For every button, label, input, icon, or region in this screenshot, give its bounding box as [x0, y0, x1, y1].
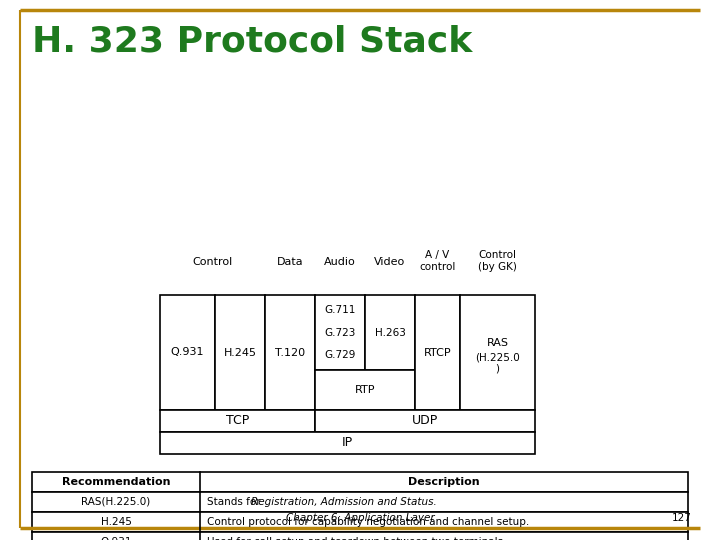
- Text: ): ): [495, 363, 500, 374]
- Text: TCP: TCP: [226, 415, 249, 428]
- Bar: [32, 472, 688, 492]
- Text: T.120: T.120: [275, 348, 305, 357]
- Text: Q.931: Q.931: [171, 348, 204, 357]
- Text: RAS(H.225.0): RAS(H.225.0): [81, 497, 150, 507]
- Text: Registration, Admission and Status.: Registration, Admission and Status.: [251, 497, 437, 507]
- Bar: [365, 295, 415, 370]
- Text: Used for call setup and teardown between two terminals.: Used for call setup and teardown between…: [207, 537, 506, 540]
- Text: Audio: Audio: [324, 257, 356, 267]
- Bar: [315, 410, 535, 432]
- Bar: [215, 295, 265, 410]
- Bar: [160, 410, 315, 432]
- Text: Description: Description: [408, 477, 480, 487]
- Text: Stands for: Stands for: [207, 497, 264, 507]
- Text: A / V: A / V: [426, 250, 449, 260]
- Text: Recommendation: Recommendation: [62, 477, 170, 487]
- Text: (H.225.0: (H.225.0: [475, 353, 520, 362]
- Text: IP: IP: [342, 436, 353, 449]
- Bar: [32, 532, 688, 540]
- Text: Control: Control: [479, 250, 516, 260]
- Bar: [32, 512, 688, 532]
- Bar: [460, 295, 535, 410]
- Bar: [415, 295, 460, 410]
- Text: (by GK): (by GK): [478, 262, 517, 272]
- Text: UDP: UDP: [412, 415, 438, 428]
- Text: H.245: H.245: [223, 348, 256, 357]
- Text: RAS: RAS: [487, 338, 508, 348]
- Text: Control: Control: [192, 257, 233, 267]
- Text: RTCP: RTCP: [423, 348, 451, 357]
- Bar: [315, 370, 415, 410]
- Bar: [315, 295, 365, 370]
- Text: H.263: H.263: [374, 327, 405, 338]
- Text: G.729: G.729: [324, 350, 356, 360]
- Bar: [265, 295, 315, 410]
- Bar: [160, 432, 535, 454]
- Text: Q.931: Q.931: [100, 537, 132, 540]
- Text: Data: Data: [276, 257, 303, 267]
- Text: 127: 127: [672, 513, 692, 523]
- Text: Video: Video: [374, 257, 405, 267]
- Text: RTP: RTP: [355, 385, 375, 395]
- Text: G.723: G.723: [324, 327, 356, 338]
- Bar: [32, 492, 688, 512]
- Text: H.245: H.245: [101, 517, 132, 527]
- Text: H. 323 Protocol Stack: H. 323 Protocol Stack: [32, 25, 472, 59]
- Text: control: control: [419, 262, 456, 272]
- Text: Control protocol for capability negotiation and channel setup.: Control protocol for capability negotiat…: [207, 517, 529, 527]
- Text: Chapter 6: Application Layer: Chapter 6: Application Layer: [286, 513, 434, 523]
- Text: G.711: G.711: [324, 305, 356, 315]
- Bar: [160, 295, 215, 410]
